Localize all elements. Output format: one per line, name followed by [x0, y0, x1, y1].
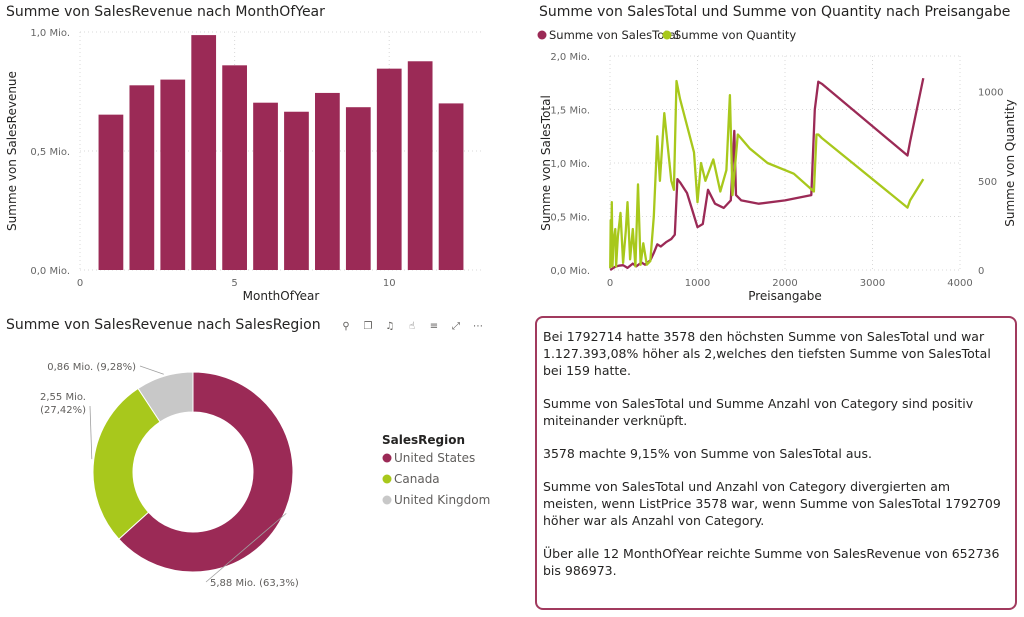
bar-month-6[interactable]	[253, 102, 278, 270]
x-tick-label: 10	[383, 278, 396, 289]
bar-month-8[interactable]	[315, 92, 340, 270]
y2-axis-title: Summe von Quantity	[1003, 99, 1017, 227]
bar-month-5[interactable]	[222, 65, 247, 270]
donut-slice-united-kingdom[interactable]	[137, 371, 194, 423]
narrative-paragraph-3: 3578 machte 9,15% von Summe von SalesTot…	[543, 446, 872, 461]
y2-tick-label: 1000	[978, 88, 1003, 99]
x-tick-label: 0	[77, 278, 83, 289]
bar-month-7[interactable]	[284, 111, 309, 270]
y-tick-label: 1,0 Mio.	[30, 28, 70, 39]
legend-marker[interactable]	[382, 453, 392, 463]
x-tick-label: 1000	[685, 278, 710, 289]
x-tick-label: 4000	[947, 278, 972, 289]
legend-marker[interactable]	[382, 495, 392, 505]
data-label: 0,86 Mio. (9,28%)	[47, 362, 136, 373]
legend-label[interactable]: Summe von SalesTotal	[549, 28, 679, 42]
donut-chart[interactable]: 5,88 Mio. (63,3%) 2,55 Mio. (27,42%) 0,86 M…	[0, 336, 520, 612]
line-chart-title: Summe von SalesTotal und Summe von Quant…	[539, 4, 1011, 20]
pin-icon[interactable]: ⚲	[342, 320, 350, 332]
y-tick-label: 2,0 Mio.	[550, 52, 590, 63]
narrative-paragraph-1: Bei 1792714 hatte 3578 den höchsten Summ…	[543, 329, 991, 378]
x-tick-label: 2000	[772, 278, 797, 289]
data-label: (27,42%)	[40, 405, 86, 416]
series-line-quantity[interactable]	[609, 79, 925, 269]
bar-month-1[interactable]	[98, 114, 124, 270]
leader-line	[89, 405, 93, 460]
alert-icon[interactable]: ♫	[385, 320, 395, 332]
donut-slice-united-states[interactable]	[118, 371, 294, 573]
narrative-paragraph-4: Summe von SalesTotal und Anzahl von Cate…	[543, 479, 1001, 528]
leader-line	[139, 365, 164, 375]
data-label: 5,88 Mio. (63,3%)	[210, 578, 299, 589]
visual-toolbar: ⚲ ❐ ♫ ☝ ≡ ⤢ ⋯	[338, 318, 486, 334]
bar-month-4[interactable]	[191, 35, 217, 270]
y-tick-label: 0,5 Mio.	[30, 147, 70, 158]
bar-month-10[interactable]	[376, 68, 402, 270]
series-line-salestotal[interactable]	[609, 77, 925, 271]
bar-month-2[interactable]	[129, 85, 155, 270]
data-label: 2,55 Mio.	[40, 392, 86, 403]
like-icon[interactable]: ☝	[408, 320, 416, 332]
more-icon[interactable]: ⋯	[473, 320, 483, 332]
y-tick-label: 0,5 Mio.	[550, 213, 590, 224]
bar-month-3[interactable]	[160, 79, 186, 270]
legend-label[interactable]: Canada	[394, 472, 440, 486]
x-axis-title: MonthOfYear	[243, 289, 320, 303]
smart-narrative: Bei 1792714 hatte 3578 den höchsten Summ…	[535, 316, 1017, 610]
filter-icon[interactable]: ≡	[429, 320, 439, 332]
x-tick-label: 5	[231, 278, 237, 289]
x-axis-title: Preisangabe	[748, 289, 822, 303]
donut-chart-title: Summe von SalesRevenue nach SalesRegion	[6, 317, 321, 333]
legend-marker[interactable]	[382, 474, 392, 484]
legend-label[interactable]: United States	[394, 451, 475, 465]
focus-icon[interactable]: ⤢	[452, 320, 460, 332]
legend-marker[interactable]	[537, 30, 547, 40]
bar-month-11[interactable]	[407, 61, 433, 270]
bar-month-9[interactable]	[345, 107, 371, 270]
x-tick-label: 3000	[860, 278, 885, 289]
bar-chart[interactable]: 0,0 Mio. 0,5 Mio. 1,0 Mio. 0 5 10 MonthOfYear S…	[0, 22, 500, 312]
y2-tick-label: 0	[978, 266, 984, 277]
legend-label[interactable]: United Kingdom	[394, 493, 490, 507]
bar-month-12[interactable]	[438, 103, 464, 271]
narrative-paragraph-5: Über alle 12 MonthOfYear reichte Summe v…	[543, 546, 1000, 578]
legend-title: SalesRegion	[382, 433, 465, 447]
y-axis-title: Summe von SalesTotal	[539, 95, 553, 231]
legend-marker[interactable]	[662, 30, 672, 40]
x-tick-label: 0	[607, 278, 613, 289]
legend-label[interactable]: Summe von Quantity	[674, 28, 796, 42]
y-tick-label: 1,5 Mio.	[550, 106, 590, 117]
y-tick-label: 0,0 Mio.	[30, 266, 70, 277]
y-axis-title: Summe von SalesRevenue	[5, 71, 19, 231]
y2-tick-label: 500	[978, 177, 997, 188]
y-tick-label: 1,0 Mio.	[550, 159, 590, 170]
bar-chart-title: Summe von SalesRevenue nach MonthOfYear	[6, 4, 325, 20]
y-tick-label: 0,0 Mio.	[550, 266, 590, 277]
leader-line	[205, 513, 287, 583]
copy-icon[interactable]: ❐	[363, 320, 373, 332]
narrative-paragraph-2: Summe von SalesTotal und Summe Anzahl vo…	[543, 396, 974, 428]
